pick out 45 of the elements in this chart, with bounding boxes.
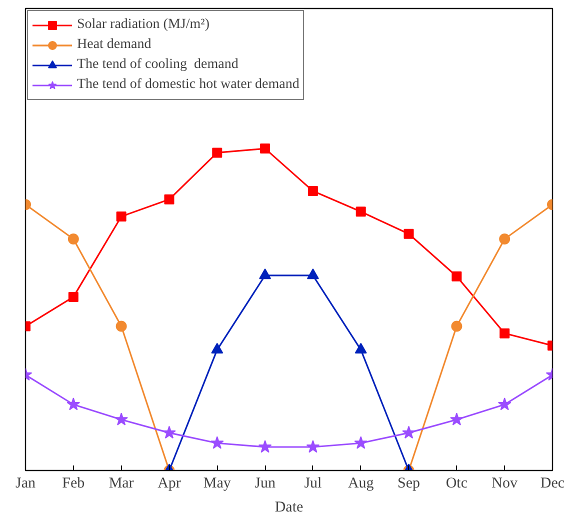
legend-label: The tend of cooling demand [77,57,238,73]
point [164,194,174,204]
point [116,211,126,222]
point [451,320,462,332]
x-tick-label: Mar [108,476,134,492]
point [306,440,320,453]
x-tick-label: Jan [16,476,36,492]
x-tick-label: Dec [540,476,565,492]
x-tick-label: Feb [62,476,85,492]
x-tick-label: Jun [254,476,276,492]
point [68,292,78,302]
point [499,234,510,245]
point [450,412,464,426]
x-tick-label: Sep [398,476,420,492]
legend-label: The tend of domestic hot water demand [77,77,300,93]
x-tick-label: Otc [446,476,468,492]
point [210,436,224,449]
point [356,206,366,217]
point [452,271,462,282]
point [259,268,272,280]
point [116,320,127,332]
point [211,342,224,354]
point [212,148,222,158]
legend-label: Solar radiation (MJ/m²) [77,17,210,33]
legend-label: Heat demand [77,37,152,53]
point [114,412,128,426]
point [66,398,80,410]
point [258,440,272,453]
point [500,328,510,338]
x-tick-label: Aug [348,476,374,492]
point [404,228,414,239]
x-tick-label: Jul [304,476,322,492]
x-tick-label: Apr [158,476,181,492]
x-axis-title: Date [274,500,304,516]
point [402,426,416,439]
point [162,426,176,439]
point [354,436,368,449]
point [354,342,367,354]
point [68,234,79,245]
x-tick-label: May [203,476,232,492]
point [498,398,512,410]
x-tick-label: Nov [492,476,518,492]
point [260,144,270,154]
point [308,186,318,196]
point [306,268,319,280]
